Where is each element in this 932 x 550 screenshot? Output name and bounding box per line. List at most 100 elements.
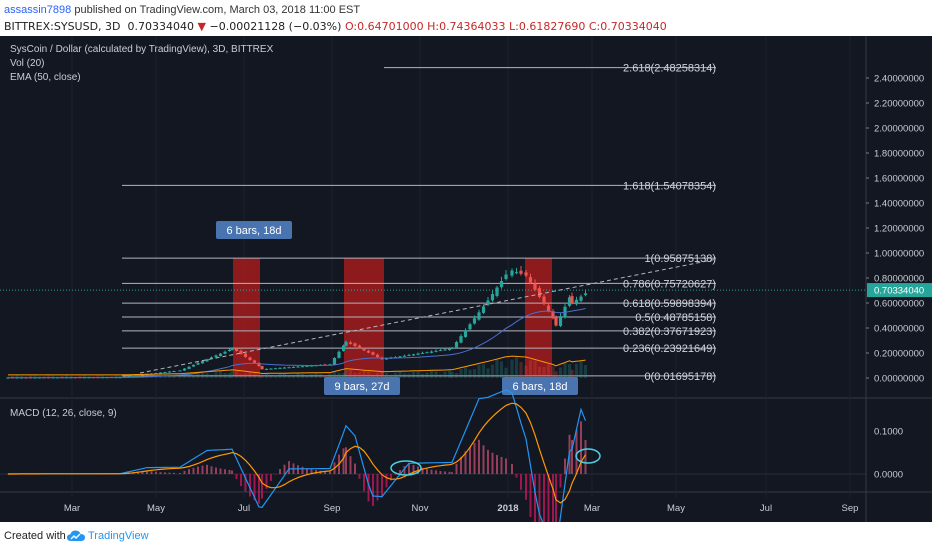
candle-body [481,306,486,313]
candle-body [499,281,504,288]
volume-bar [362,370,366,378]
volume-bar [583,365,588,378]
author-link[interactable]: assassin7898 [4,4,72,16]
candle-body [459,336,463,343]
symbol-info: BITTREX:SYSUSD, 3D 0.70334040 ▼ −0.00021… [4,20,667,33]
volume-bar [567,364,572,378]
volume-bar [227,372,232,378]
time-tick-label: Mar [64,503,80,514]
macd-histogram-bar [584,440,587,474]
volume-bar [533,360,537,378]
time-axis[interactable]: Mar May Jul Sep Nov 2018 Mar May Jul Sep [64,503,859,514]
macd-legend: MACD (12, 26, close, 9) [10,408,117,419]
candle-body [273,368,278,370]
volume-bar [481,364,486,378]
candle-body [278,367,282,369]
price-tick-label: 0.20000000 [874,349,924,360]
volume-bar [69,375,73,378]
macd-histogram-bar [571,440,573,474]
candle-body [296,366,300,368]
macd-histogram-bar [473,442,476,474]
fibonacci-levels: 2.618(2.48258314) 1.618(1.54078354) 1(0.95… [0,63,866,383]
volume-bar [366,371,371,378]
macd-histogram-bar [183,470,186,474]
volume-bar [371,374,375,378]
candle-body [239,350,243,355]
candle-body [332,358,337,365]
candle-body [371,352,375,355]
macd-histogram-bar [224,469,226,474]
volume-bar [96,375,100,378]
price-tick-label: 0.80000000 [874,274,924,285]
macd-histogram-bar [279,469,281,474]
volume-bar [243,373,248,378]
candle-body [510,270,514,276]
macd-histogram-bar [469,446,471,474]
fib-label: 0.786(0.75720627) [623,278,716,290]
volume-bar [318,374,323,378]
candle-body [218,353,223,357]
macd-histogram-bar [219,468,222,474]
candle-body [282,367,287,369]
candle-body [495,287,499,296]
macd-histogram-bar [258,474,260,504]
volume-bar [214,372,218,378]
candle-body [454,342,459,348]
macd-histogram-bar [363,474,365,492]
price-axis[interactable]: 2.40000000 2.20000000 2.00000000 1.80000000… [866,74,932,481]
candle-body [341,345,346,352]
fib-label: 2.618(2.48258314) [623,63,716,75]
candle-body [248,357,252,361]
volume-bar [239,374,243,378]
macd-histogram-bar [430,469,433,474]
macd-histogram-bar [297,465,299,474]
volume-bar [524,365,528,378]
volume-bar [114,375,118,378]
candle-body [434,350,438,352]
volume-bar [429,371,434,378]
range-label-text: 6 bars, 18d [512,381,567,393]
macd-histogram-bar [547,474,550,535]
candle-body [542,296,546,305]
volume-bar [19,376,24,378]
macd-pane [7,389,601,550]
volume-bar [468,369,472,378]
candle-body [366,350,371,353]
fib-label: 0.382(0.37671923) [623,326,716,338]
candle-body [567,297,572,306]
candle-body [131,375,136,377]
candle-body [375,354,380,358]
macd-histogram-bar [168,472,171,474]
price-tick-label: 1.80000000 [874,149,924,160]
volume-bar [205,373,209,378]
volume-bar [438,374,443,378]
volume-bar [495,360,499,378]
ema-line [8,308,586,379]
candle-body [486,300,490,305]
candle-body [362,348,366,351]
price-tick-label: 2.40000000 [874,74,924,85]
volume-bar [260,374,264,378]
tradingview-brand[interactable]: TradingView [88,530,149,542]
volume-bar [380,372,384,378]
volume-bar [269,374,273,378]
candle-body [337,351,341,358]
volume-bar [416,371,420,378]
macd-histogram-bar [529,474,532,518]
chart-canvas[interactable]: 2.618(2.48258314) 1.618(1.54078354) 1(0.95… [0,36,932,550]
macd-histogram-bar [538,474,541,539]
volume-bar [10,375,15,378]
macd-histogram-bar [464,451,467,474]
candle-body [209,357,214,359]
macd-histogram-bar [500,456,503,474]
volume-bar [273,375,278,378]
volume-bar [434,371,438,378]
macd-histogram-bar [575,429,578,474]
macd-histogram-bar [324,471,326,474]
volume-bar [504,367,508,378]
volume-ma-path [8,355,586,376]
macd-histogram-bar [372,474,374,506]
chart-area[interactable]: 2.618(2.48258314) 1.618(1.54078354) 1(0.95… [0,36,932,550]
candle-body [172,371,176,373]
ohlc-values: O:0.64701000 H:0.74364033 L:0.61827690 C… [344,20,667,33]
